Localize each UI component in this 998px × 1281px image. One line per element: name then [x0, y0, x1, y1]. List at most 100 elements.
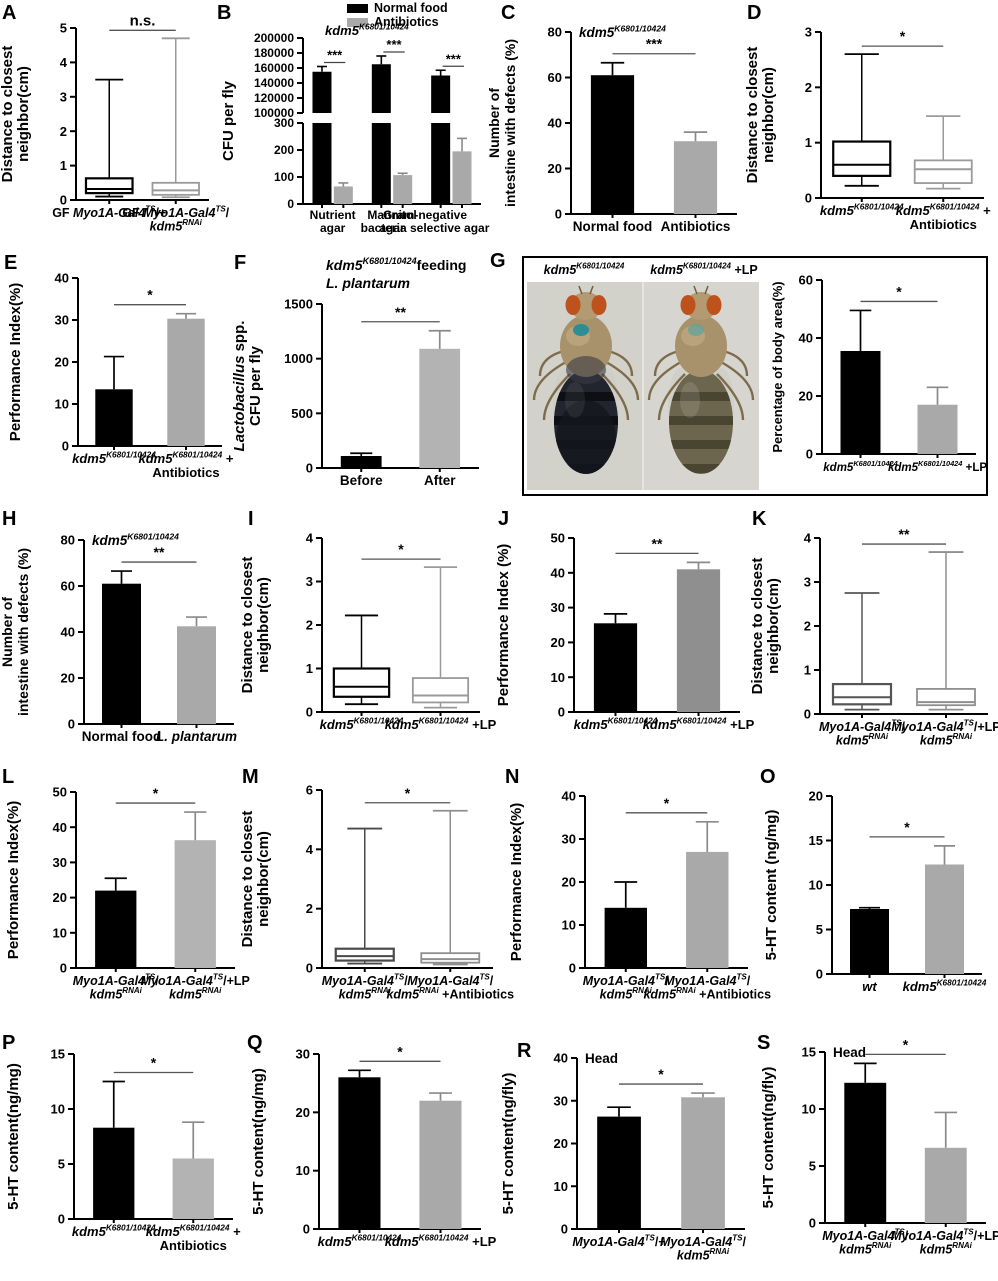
svg-text:100000: 100000: [254, 106, 294, 120]
svg-text:Distance to closest: Distance to closest: [749, 558, 766, 695]
svg-text:1500: 1500: [284, 297, 313, 312]
svg-text:*: *: [664, 795, 670, 811]
svg-text:kdm5RNAi: kdm5RNAi: [836, 732, 889, 747]
svg-text:*: *: [896, 283, 902, 299]
panel-C-chart: 0 20 40 60 80 Normal food Antibiotics *** Number…: [486, 2, 745, 252]
panel-E-letter: E: [4, 252, 18, 274]
panel-R: R 0 10 20 30 40 Myo1A-Gal4TS/+ Myo1A-Gal4TS/kd…: [495, 1032, 755, 1281]
svg-text:kdm5RNAi: kdm5RNAi: [677, 1247, 730, 1262]
panel-K-letter: K: [752, 508, 767, 530]
svg-text:15: 15: [802, 1045, 816, 1060]
svg-text:0: 0: [558, 705, 565, 720]
svg-text:*: *: [151, 1055, 157, 1071]
svg-text:kdm5K6801/10424: kdm5K6801/10424: [92, 531, 179, 548]
svg-text:20: 20: [562, 875, 576, 890]
panel-H: H 0 20 40 60 80 Normal food L. plantarum ** Numb…: [0, 508, 240, 766]
svg-text:40: 40: [548, 116, 562, 131]
panel-G-letter: G: [490, 250, 507, 272]
svg-text:neighbor(cm): neighbor(cm): [255, 831, 272, 927]
panel-S-letter: S: [757, 1032, 771, 1054]
panel-L-chart: 0 10 20 30 40 50 Myo1A-Gal4TS/kdm5RNAi Myo1A-Ga…: [0, 766, 250, 1030]
svg-text:40: 40: [55, 271, 69, 286]
svg-text:0: 0: [561, 1222, 568, 1237]
svg-text:Antibiotics: Antibiotics: [374, 15, 439, 29]
panel-A-chart: 0 1 2 3 4 5 GF Myo1A-Gal4TS/+ GF Myo1A-Gal4TS/k…: [0, 2, 230, 250]
svg-text:GF Myo1A-Gal4TS/+: GF Myo1A-Gal4TS/+: [52, 205, 166, 220]
svg-text:**: **: [154, 544, 165, 560]
svg-text:kdm5K6801/10424: kdm5K6801/10424: [320, 716, 404, 733]
panel-O-svg: 0 5 10 15 20 wt kdm5K6801/10424 * 5-HT content (…: [763, 789, 987, 994]
panel-K-svg: 0 1 2 3 4 Myo1A-Gal4TS/kdm5RNAiMyo1A-Gal4TS/+…: [749, 526, 998, 747]
panel-S-svg: 0 5 10 15 Myo1A-Gal4TS/kdm5RNAiMyo1A-Gal4TS/…: [760, 1036, 998, 1256]
panel-A: A 0 1 2 3 4 5 GF Myo1A-Gal4TS/+ GF Myo1A-Gal4TS…: [0, 2, 230, 250]
svg-text:kdm5RNAi: kdm5RNAi: [839, 1241, 892, 1256]
svg-text:5-HT content(ng/mg): 5-HT content(ng/mg): [5, 1063, 22, 1210]
svg-text:kdm5K6801/10424 +LP: kdm5K6801/10424 +LP: [385, 1233, 497, 1250]
svg-text:80: 80: [548, 25, 562, 40]
panel-M-letter: M: [242, 766, 260, 788]
svg-text:500: 500: [291, 406, 313, 421]
svg-text:5-HT content(ng/mg): 5-HT content(ng/mg): [250, 1068, 267, 1215]
panel-H-chart: 0 20 40 60 80 Normal food L. plantarum ** Number…: [0, 508, 240, 766]
svg-text:5-HT content(ng/fly): 5-HT content(ng/fly): [500, 1073, 517, 1215]
svg-text:20: 20: [55, 355, 69, 370]
svg-text:3: 3: [805, 25, 812, 40]
panel-R-letter: R: [517, 1040, 532, 1062]
svg-text:3: 3: [306, 574, 313, 589]
svg-text:intestine with defects (%): intestine with defects (%): [502, 39, 518, 207]
svg-text:Antibiotics: Antibiotics: [152, 465, 219, 480]
svg-text:50: 50: [53, 785, 67, 800]
panel-J-letter: J: [498, 508, 510, 530]
panel-S-chart: 0 5 10 15 Myo1A-Gal4TS/kdm5RNAi Myo1A-Gal4TS/…: [755, 1032, 998, 1281]
panel-D: D 0 1 2 3 kdm5K6801/10424 kdm5K6801/10424 + An…: [744, 2, 998, 256]
svg-text:kdm5K6801/10424 +: kdm5K6801/10424 +: [896, 202, 991, 219]
svg-text:Myo1A-Gal4TS/: Myo1A-Gal4TS/: [822, 1228, 908, 1243]
svg-text:kdm5K6801/10424 +LP: kdm5K6801/10424 +LP: [888, 459, 987, 474]
svg-text:kdm5K6801/10424: kdm5K6801/10424: [823, 459, 897, 474]
svg-text:100: 100: [274, 170, 294, 184]
svg-text:5-HT content (ng/mg): 5-HT content (ng/mg): [763, 810, 780, 961]
panel-E-chart: 0 10 20 30 40 kdm5K6801/10424 kdm5K6801/10424 …: [2, 252, 234, 506]
svg-text:Performance Index(%): Performance Index(%): [7, 283, 24, 441]
svg-text:2: 2: [306, 901, 313, 916]
panel-G-frame: kdm5K6801/10424 kdm5K6801/10424 +LP 0 20 40 6…: [522, 256, 988, 496]
svg-text:Antibiotics: Antibiotics: [160, 1238, 227, 1253]
svg-text:kdm5RNAi: kdm5RNAi: [90, 986, 143, 1001]
svg-text:Nutrient: Nutrient: [310, 208, 356, 222]
svg-text:*: *: [903, 1036, 909, 1052]
svg-text:Antibiotics: Antibiotics: [661, 219, 731, 234]
panel-S: S 0 5 10 15 Myo1A-Gal4TS/kdm5RNAi Myo1A-Gal4T…: [755, 1032, 998, 1281]
panel-P-chart: 0 5 10 15 kdm5K6801/10424 kdm5K6801/10424 + An…: [0, 1032, 245, 1281]
svg-text:0: 0: [555, 207, 562, 222]
svg-text:0: 0: [287, 197, 294, 211]
svg-text:***: ***: [327, 48, 343, 63]
svg-text:20: 20: [799, 389, 813, 404]
svg-text:kdm5RNAi: kdm5RNAi: [339, 986, 392, 1001]
svg-text:60: 60: [799, 273, 813, 288]
svg-text:Normal food: Normal food: [573, 219, 653, 234]
svg-text:***: ***: [646, 36, 663, 52]
svg-text:1: 1: [805, 135, 812, 150]
svg-text:kdm5K6801/10424feeding: kdm5K6801/10424feeding: [326, 256, 466, 273]
svg-text:Distance to closest: Distance to closest: [239, 811, 256, 948]
svg-text:GF Myo1A-Gal4TS/: GF Myo1A-Gal4TS/: [122, 205, 229, 220]
svg-text:Performance Index (%): Performance Index (%): [495, 544, 512, 707]
panel-D-letter: D: [747, 2, 762, 24]
svg-text:4: 4: [306, 531, 314, 546]
svg-text:0: 0: [306, 961, 313, 976]
panel-E: E 0 10 20 30 40 kdm5K6801/10424 kdm5K6801/1042…: [2, 252, 234, 506]
panel-H-letter: H: [2, 508, 17, 530]
panel-F: F 0 500 1000 1500 Before After ** Lactobacillus…: [231, 252, 487, 506]
svg-text:40: 40: [53, 820, 67, 835]
panel-D-chart: 0 1 2 3 kdm5K6801/10424 kdm5K6801/10424 + Anti…: [744, 2, 998, 256]
svg-text:30: 30: [562, 832, 576, 847]
svg-text:kdm5K6801/10424 +LP: kdm5K6801/10424 +LP: [643, 716, 755, 733]
panel-P: P 0 5 10 15 kdm5K6801/10424 kdm5K6801/10424 +…: [0, 1032, 245, 1281]
svg-text:0: 0: [805, 191, 812, 206]
svg-text:0: 0: [809, 1216, 816, 1231]
svg-text:60: 60: [61, 579, 75, 594]
svg-text:2: 2: [306, 618, 313, 633]
svg-text:15: 15: [809, 833, 823, 848]
svg-text:3: 3: [60, 89, 67, 104]
